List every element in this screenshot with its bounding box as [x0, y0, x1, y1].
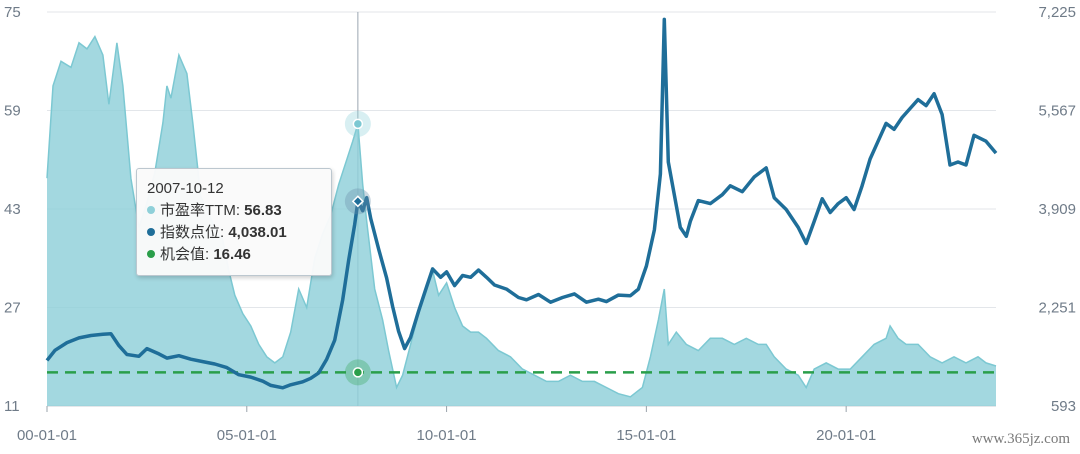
- index-line: [45, 17, 998, 390]
- y-left-tick-label: 11: [4, 398, 20, 415]
- y-left-tick-label: 75: [4, 4, 21, 21]
- index-dot-icon: [147, 228, 155, 236]
- pe-hover-point: [352, 118, 364, 130]
- tooltip-opportunity-label: 机会值:: [160, 246, 214, 263]
- tooltip-row-pe: 市盈率TTM: 56.83: [147, 200, 321, 222]
- tooltip-pe-label: 市盈率TTM:: [160, 202, 245, 219]
- x-tick-label: 05-01-01: [217, 427, 277, 444]
- pe-ttm-area: [47, 36, 996, 406]
- tooltip-date: 2007-10-12: [147, 180, 224, 197]
- y-right-tick-label: 3,909: [1038, 201, 1076, 218]
- opportunity-hover-point: [352, 367, 364, 378]
- pe-dot-icon: [147, 206, 155, 214]
- x-tick-label: 15-01-01: [616, 427, 676, 444]
- opportunity-dot-icon: [147, 250, 155, 258]
- tooltip-row-opportunity: 机会值: 16.46: [147, 244, 321, 266]
- x-tick-label: 20-01-01: [816, 427, 876, 444]
- x-tick-label: 10-01-01: [417, 427, 477, 444]
- pe-ttm-line: [46, 35, 997, 398]
- y-left-tick-label: 43: [4, 201, 21, 218]
- tooltip-index-label: 指数点位:: [160, 224, 229, 241]
- y-left-tick-label: 59: [4, 103, 21, 120]
- x-tick-label: 00-01-01: [17, 427, 77, 444]
- y-right-tick-label: 2,251: [1038, 300, 1076, 317]
- y-right-tick-label: 7,225: [1038, 4, 1076, 21]
- y-right-tick-label: 593: [1051, 398, 1076, 415]
- index-hover-point: [351, 195, 364, 208]
- tooltip-index-value: 4,038.01: [228, 224, 287, 241]
- tooltip-opportunity-value: 16.46: [213, 246, 251, 263]
- tooltip: 2007-10-12 市盈率TTM: 56.83 指数点位: 4,038.01 …: [136, 168, 332, 276]
- tooltip-pe-value: 56.83: [244, 202, 282, 219]
- tooltip-row-index: 指数点位: 4,038.01: [147, 222, 321, 244]
- watermark-text: www.365jz.com: [971, 431, 1070, 447]
- y-left-tick-label: 27: [4, 300, 21, 317]
- y-right-tick-label: 5,567: [1038, 103, 1076, 120]
